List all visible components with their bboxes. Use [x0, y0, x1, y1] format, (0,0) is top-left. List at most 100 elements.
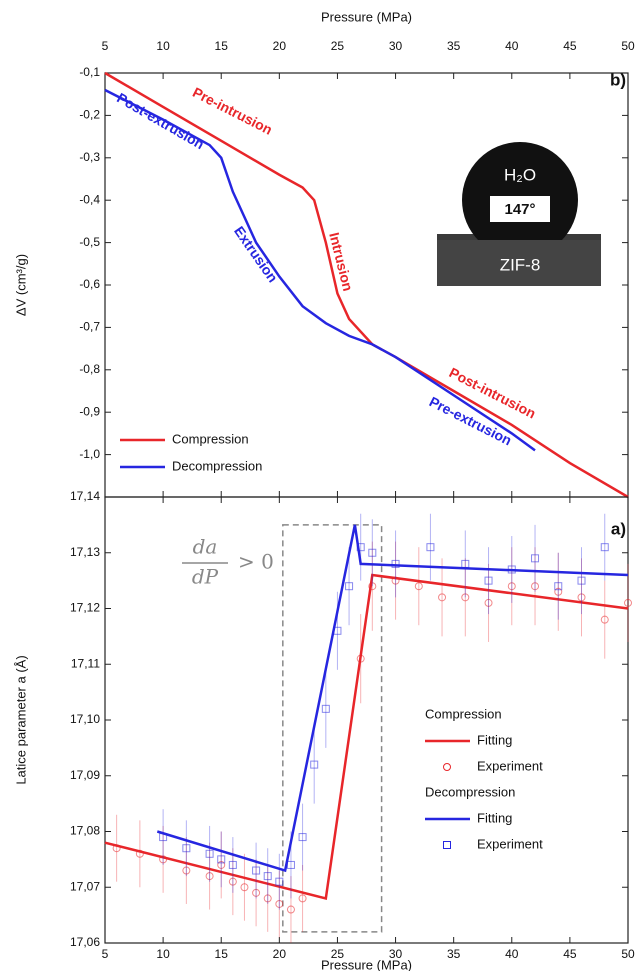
x-tick-label: 15 [215, 39, 229, 53]
data-point [286, 860, 295, 869]
x-tick-label: 35 [447, 39, 461, 53]
legend-label: Decompression [172, 458, 262, 473]
series-line [104, 71, 629, 499]
data-point [240, 883, 249, 892]
y-tick-label: 17,13 [70, 545, 100, 559]
data-point [298, 894, 307, 903]
x-tick-label: 50 [621, 947, 635, 961]
y-tick-label: 17,08 [70, 824, 100, 838]
data-point [531, 554, 540, 563]
x-tick-label: 25 [331, 39, 345, 53]
data-point [368, 548, 377, 557]
data-point [205, 849, 214, 858]
data-point [159, 855, 168, 864]
y-tick-label: -0,9 [79, 404, 100, 418]
data-point [321, 704, 330, 713]
data-point [600, 543, 609, 552]
x-tick-label: 30 [389, 947, 403, 961]
x-tick-label: 5 [102, 947, 109, 961]
data-point [507, 565, 516, 574]
data-point [356, 654, 365, 663]
x-tick-label: 15 [215, 947, 229, 961]
x-tick-label: 45 [563, 947, 577, 961]
data-point [461, 593, 470, 602]
y-tick-label: -0,6 [79, 277, 100, 291]
data-point [286, 905, 295, 914]
x-tick-label: 40 [505, 39, 519, 53]
panel-label: a) [611, 519, 626, 538]
y-tick-label: -0,7 [79, 320, 100, 334]
y-tick-label: 17,10 [70, 712, 100, 726]
data-point [624, 598, 632, 607]
series-line [104, 88, 536, 452]
series-line [104, 573, 629, 900]
legend-label: Compression [172, 431, 249, 446]
data-point [345, 582, 354, 591]
panel-label: b) [610, 70, 626, 89]
y-tick-label: -0,4 [79, 192, 100, 206]
y-tick-label: 17,09 [70, 768, 100, 782]
legend-title: Compression [425, 706, 502, 721]
data-point [135, 849, 144, 858]
x-tick-label: 20 [273, 39, 287, 53]
y-tick-label: 17,06 [70, 935, 100, 949]
x-tick-label: 40 [505, 947, 519, 961]
data-point [461, 559, 470, 568]
x-axis-title: Pressure (MPa) [321, 9, 412, 24]
data-point [159, 833, 168, 842]
legend-title: Decompression [425, 784, 515, 799]
data-point [600, 615, 609, 624]
inset-angle-box [490, 196, 550, 222]
legend-label: Experiment [477, 758, 543, 773]
series-line [156, 524, 629, 873]
data-point [554, 587, 563, 596]
data-point [484, 598, 493, 607]
data-point [554, 582, 563, 591]
x-tick-label: 35 [447, 947, 461, 961]
data-point [333, 626, 342, 635]
data-point [531, 582, 540, 591]
formula-denominator: dP [192, 565, 219, 589]
data-point [217, 855, 226, 864]
data-point [368, 582, 377, 591]
data-point [507, 582, 516, 591]
data-point [112, 844, 121, 853]
x-axis-title: Pressure (MPa) [321, 957, 412, 971]
data-point [577, 576, 586, 585]
inset-label: ZIF-8 [500, 255, 541, 274]
data-point [182, 844, 191, 853]
data-point [391, 576, 400, 585]
inset-label: 147° [504, 201, 535, 218]
x-tick-label: 25 [331, 947, 345, 961]
data-point [484, 576, 493, 585]
data-point [182, 866, 191, 875]
y-tick-label: 17,12 [70, 601, 100, 615]
formula-numerator: da [193, 535, 218, 559]
y-axis-title: Latice parameter a (Å) [13, 655, 28, 784]
legend-swatch [443, 841, 451, 849]
data-point [275, 877, 284, 886]
y-tick-label: 17,14 [70, 489, 100, 503]
inset-base [437, 240, 601, 286]
data-point [438, 593, 447, 602]
legend-swatch [443, 763, 451, 771]
x-tick-label: 5 [102, 39, 109, 53]
data-point [205, 872, 214, 881]
y-tick-label: -1,0 [79, 447, 100, 461]
x-tick-label: 10 [156, 39, 170, 53]
data-point [275, 899, 284, 908]
data-point [263, 894, 272, 903]
data-point [577, 593, 586, 602]
highlight-box [282, 524, 383, 933]
x-tick-label: 30 [389, 39, 403, 53]
data-point [414, 582, 423, 591]
y-tick-label: -0,3 [79, 150, 100, 164]
inset-photo: H₂O 147° ZIF-8 [437, 142, 601, 286]
data-point [228, 877, 237, 886]
data-point [263, 872, 272, 881]
x-tick-label: 20 [273, 947, 287, 961]
y-tick-label: -0,8 [79, 362, 100, 376]
legend-label: Fitting [477, 810, 512, 825]
data-point [228, 860, 237, 869]
x-tick-label: 45 [563, 39, 577, 53]
